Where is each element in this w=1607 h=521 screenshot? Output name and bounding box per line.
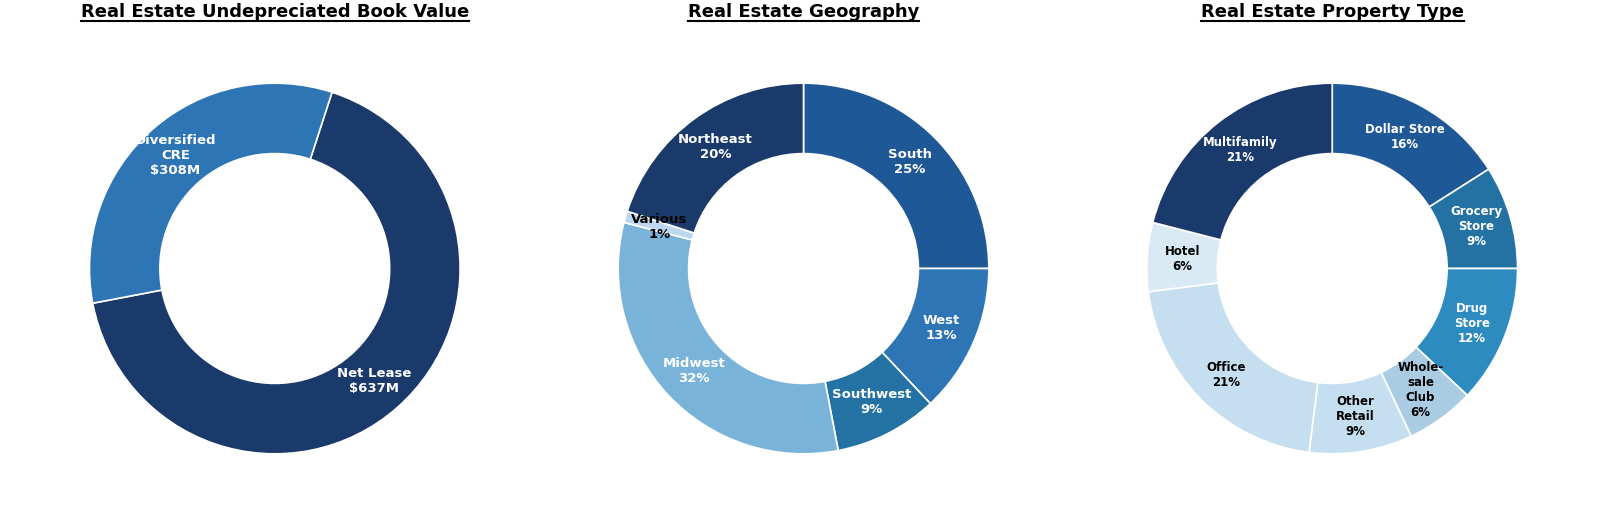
Text: Dollar Store
16%: Dollar Store 16% — [1364, 123, 1445, 151]
Wedge shape — [1149, 283, 1318, 452]
Wedge shape — [624, 211, 694, 240]
Text: Other
Retail
9%: Other Retail 9% — [1337, 395, 1376, 438]
Wedge shape — [882, 268, 988, 404]
Text: Diversified
CRE
$308M: Diversified CRE $308M — [135, 134, 217, 178]
Wedge shape — [804, 83, 988, 268]
Wedge shape — [1332, 83, 1488, 207]
Title: Real Estate Property Type: Real Estate Property Type — [1200, 4, 1464, 21]
Title: Real Estate Undepreciated Book Value: Real Estate Undepreciated Book Value — [80, 4, 469, 21]
Wedge shape — [627, 83, 804, 233]
Wedge shape — [1147, 222, 1221, 292]
Text: Southwest
9%: Southwest 9% — [832, 388, 911, 416]
Wedge shape — [93, 92, 460, 454]
Text: Grocery
Store
9%: Grocery Store 9% — [1450, 205, 1503, 248]
Wedge shape — [1429, 169, 1517, 268]
Wedge shape — [1152, 83, 1332, 240]
Text: Whole-
sale
Club
6%: Whole- sale Club 6% — [1398, 361, 1443, 419]
Text: Hotel
6%: Hotel 6% — [1165, 245, 1200, 273]
Text: Various
1%: Various 1% — [632, 213, 688, 241]
Wedge shape — [619, 222, 839, 454]
Title: Real Estate Geography: Real Estate Geography — [688, 4, 919, 21]
Text: West
13%: West 13% — [922, 314, 959, 342]
Text: Drug
Store
12%: Drug Store 12% — [1454, 302, 1490, 345]
Text: Net Lease
$637M: Net Lease $637M — [337, 367, 411, 395]
Text: Northeast
20%: Northeast 20% — [678, 133, 752, 161]
Wedge shape — [90, 83, 333, 303]
Wedge shape — [1416, 268, 1517, 395]
Wedge shape — [1380, 347, 1467, 436]
Text: Midwest
32%: Midwest 32% — [662, 357, 725, 385]
Text: South
25%: South 25% — [887, 148, 932, 176]
Text: Multifamily
21%: Multifamily 21% — [1204, 136, 1278, 164]
Text: Office
21%: Office 21% — [1207, 361, 1245, 389]
Wedge shape — [1310, 373, 1411, 454]
Wedge shape — [824, 352, 930, 451]
